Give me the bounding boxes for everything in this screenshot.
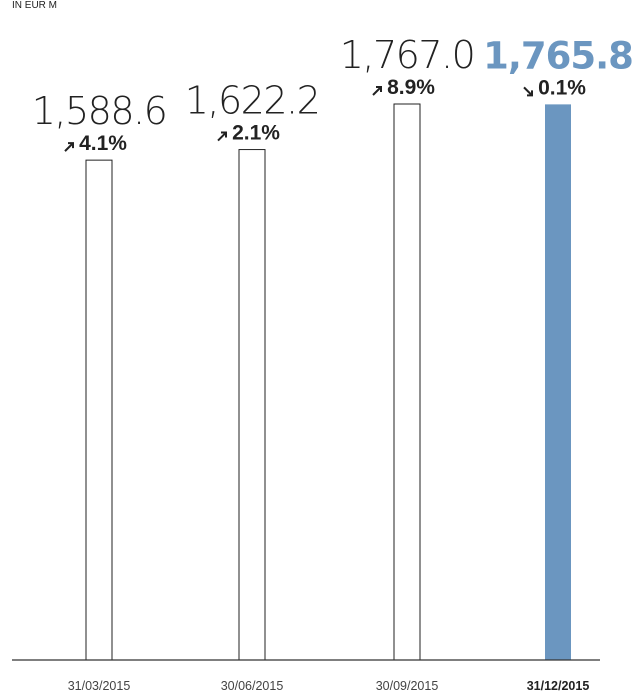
arrow-up-icon-1: [64, 142, 74, 152]
value-label-1: 1,588.6: [32, 89, 167, 133]
change-indicator-1: 4.1%: [64, 132, 127, 155]
change-label-4: 0.1%: [538, 76, 586, 99]
value-label-2: 1,622.2: [185, 79, 320, 123]
change-indicator-4: 0.1%: [523, 76, 586, 99]
unit-label: IN EUR M: [12, 0, 57, 11]
bar-3: [393, 103, 421, 661]
category-label-1: 31/03/2015: [68, 679, 131, 691]
change-indicator-2: 2.1%: [217, 122, 280, 145]
change-label-2: 2.1%: [232, 122, 280, 145]
bar-4: [545, 104, 571, 661]
arrow-up-icon-2: [217, 131, 227, 142]
arrow-up-icon-3: [372, 86, 382, 96]
category-label-4: 31/12/2015: [527, 679, 590, 691]
value-label-4: 1,765.8: [483, 34, 633, 77]
change-label-1: 4.1%: [79, 132, 127, 155]
bars: 4.1%1,588.6 31/03/2015 2.1%1,622.2 30/06/20…: [32, 33, 634, 691]
category-label-2: 30/06/2015: [221, 679, 284, 691]
bar-2: [238, 149, 266, 661]
change-label-3: 8.9%: [387, 76, 435, 99]
category-label-3: 30/09/2015: [376, 679, 439, 691]
bar-1: [85, 159, 113, 661]
change-indicator-3: 8.9%: [372, 76, 435, 99]
arrow-down-icon-4: [523, 86, 533, 97]
value-label-3: 1,767.0: [340, 33, 475, 77]
